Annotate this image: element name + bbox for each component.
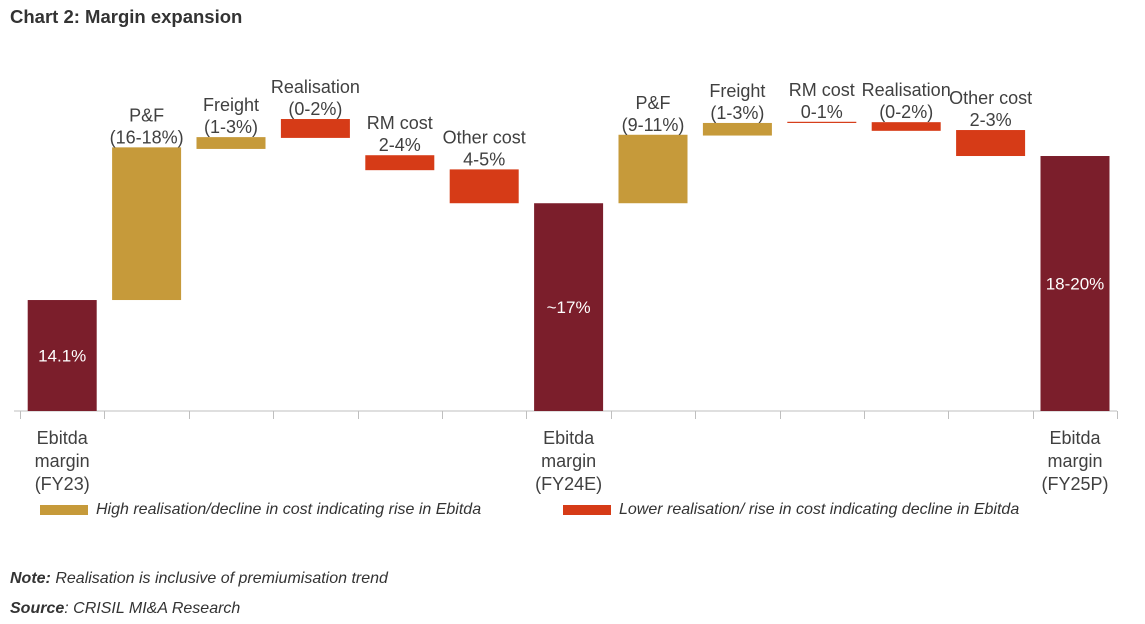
- category-label: 2-4%: [379, 135, 421, 155]
- category-label: (9-11%): [622, 115, 685, 135]
- legend-label-decrease: Lower realisation/ rise in cost indicati…: [619, 501, 1020, 518]
- source-label: Source: [10, 600, 65, 617]
- category-label: (16-18%): [110, 127, 184, 147]
- bar-decrease: [280, 119, 350, 138]
- category-label: Other cost: [949, 88, 1032, 108]
- legend-item-decrease: Lower realisation/ rise in cost indicati…: [563, 501, 1019, 519]
- bar-total: [1040, 156, 1110, 411]
- category-label: 4-5%: [463, 149, 505, 169]
- category-label: (1-3%): [204, 117, 258, 137]
- category-label: 0-1%: [801, 102, 843, 122]
- category-label: Ebitda: [37, 428, 89, 448]
- bar-decrease: [449, 169, 519, 204]
- bar-total: [27, 300, 97, 411]
- legend-item-increase: High realisation/decline in cost indicat…: [40, 501, 481, 519]
- category-label: Other cost: [443, 127, 526, 147]
- note: Note: Realisation is inclusive of premiu…: [10, 570, 388, 588]
- category-label: margin: [1047, 451, 1102, 471]
- category-label: P&F: [129, 105, 164, 125]
- legend-label-increase: High realisation/decline in cost indicat…: [96, 501, 482, 518]
- bar-increase: [196, 137, 266, 149]
- bar-total: [534, 203, 604, 411]
- note-label: Note:: [10, 570, 51, 587]
- bar-decrease: [787, 121, 857, 123]
- legend-swatch-increase: [40, 505, 88, 515]
- category-label: RM cost: [367, 113, 433, 133]
- note-text: Realisation is inclusive of premiumisati…: [50, 570, 388, 587]
- bar-increase: [112, 147, 182, 301]
- category-label: (0-2%): [879, 102, 933, 122]
- source: Source: CRISIL MI&A Research: [10, 600, 240, 618]
- category-label: Realisation: [862, 80, 951, 100]
- category-label: Realisation: [271, 77, 360, 97]
- bar-increase: [618, 134, 688, 204]
- category-label: Freight: [203, 95, 259, 115]
- category-label: 2-3%: [970, 110, 1012, 130]
- category-label: (0-2%): [288, 99, 342, 119]
- legend-swatch-decrease: [563, 505, 611, 515]
- bar-decrease: [956, 130, 1026, 157]
- data-label: ~17%: [547, 298, 591, 317]
- category-label: margin: [35, 451, 90, 471]
- chart-title: Chart 2: Margin expansion: [10, 6, 243, 27]
- category-label: P&F: [635, 93, 670, 113]
- category-label: (1-3%): [710, 103, 764, 123]
- category-label: (FY25P): [1041, 474, 1108, 494]
- category-label: margin: [541, 451, 596, 471]
- data-label: 14.1%: [38, 347, 86, 366]
- bar-decrease: [365, 155, 435, 171]
- category-label: (FY23): [35, 474, 90, 494]
- category-label: (FY24E): [535, 474, 602, 494]
- bar-decrease: [871, 122, 941, 131]
- data-label: 18-20%: [1046, 275, 1105, 294]
- category-label: RM cost: [789, 80, 855, 100]
- bar-increase: [702, 122, 772, 136]
- category-label: Ebitda: [543, 428, 595, 448]
- category-label: Freight: [709, 81, 765, 101]
- source-text: : CRISIL MI&A Research: [64, 600, 241, 617]
- category-label: Ebitda: [1049, 428, 1101, 448]
